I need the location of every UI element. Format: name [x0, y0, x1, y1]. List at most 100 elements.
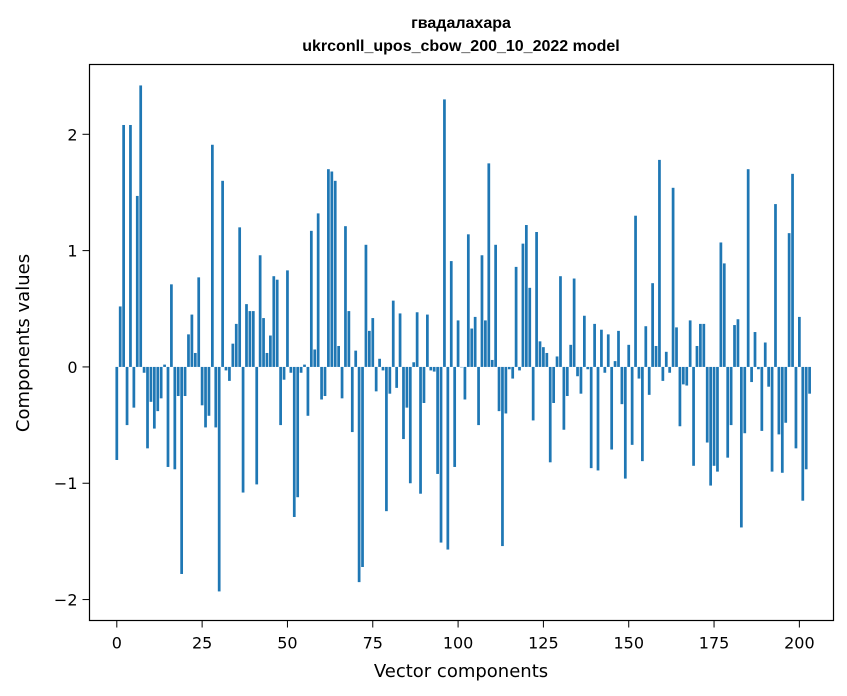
bar-139 [589, 366, 593, 469]
bar-114 [504, 366, 508, 414]
bar-74 [367, 330, 371, 367]
bar-183 [739, 366, 743, 528]
bar-122 [531, 366, 535, 421]
bar-9 [146, 366, 149, 449]
bar-201 [801, 366, 805, 501]
bar-4 [129, 124, 132, 367]
bar-150 [627, 344, 631, 367]
bar-199 [794, 366, 798, 449]
bar-187 [753, 332, 757, 367]
bar-26 [204, 366, 207, 428]
bar-154 [641, 366, 644, 462]
bar-75 [371, 318, 375, 367]
x-tick-label: 50 [277, 634, 297, 653]
bar-69 [350, 366, 354, 433]
bar-169 [692, 366, 695, 466]
bar-197 [787, 233, 791, 367]
bar-44 [265, 352, 269, 367]
bar-55 [303, 364, 306, 367]
bar-178 [722, 263, 726, 367]
bar-167 [685, 366, 689, 386]
bar-16 [170, 284, 173, 367]
chart-subtitle: ukrconll_upos_cbow_200_10_2022 model [302, 38, 619, 55]
x-tick-label: 125 [528, 634, 559, 653]
bar-145 [610, 366, 614, 450]
bar-94 [436, 366, 439, 474]
bar-148 [620, 366, 624, 405]
bar-105 [473, 316, 477, 367]
bar-25 [200, 366, 204, 406]
bar-166 [681, 366, 685, 385]
bar-157 [651, 283, 654, 367]
bar-65 [337, 345, 340, 367]
bar-131 [562, 366, 566, 430]
bar-71 [357, 366, 361, 583]
plot-frame [88, 63, 835, 622]
bar-18 [176, 366, 180, 397]
bar-84 [402, 366, 405, 440]
bar-155 [644, 326, 648, 367]
bar-165 [678, 366, 682, 427]
bar-89 [419, 366, 422, 494]
bar-48 [279, 366, 282, 426]
bar-66 [340, 366, 344, 399]
bar-138 [586, 366, 590, 370]
bar-106 [477, 366, 480, 426]
bar-28 [211, 144, 214, 367]
bar-171 [699, 323, 702, 367]
x-tick-label: 200 [784, 634, 815, 653]
bar-56 [306, 366, 310, 416]
bar-163 [671, 187, 675, 367]
bar-130 [559, 276, 562, 367]
bar-108 [484, 320, 487, 367]
bar-61 [323, 366, 327, 397]
bar-35 [234, 323, 238, 367]
bar-159 [658, 159, 661, 367]
bar-34 [231, 343, 235, 367]
bar-149 [623, 366, 627, 479]
bar-92 [429, 366, 433, 371]
bar-196 [784, 366, 788, 423]
bar-33 [228, 366, 231, 381]
bar-14 [163, 364, 166, 367]
bar-86 [408, 366, 412, 484]
bar-185 [746, 169, 750, 367]
bar-203 [808, 366, 811, 394]
bar-111 [494, 244, 497, 367]
bar-99 [453, 366, 457, 467]
bar-67 [344, 226, 347, 367]
bar-62 [327, 169, 330, 367]
bar-70 [354, 350, 358, 367]
bar-128 [552, 366, 556, 403]
bar-0 [115, 366, 119, 460]
bar-195 [780, 366, 784, 473]
bar-77 [378, 358, 381, 367]
bar-200 [798, 316, 801, 367]
bar-182 [736, 319, 740, 367]
bar-11 [152, 366, 156, 429]
bar-72 [361, 366, 364, 567]
bar-80 [388, 366, 392, 394]
bar-23 [193, 352, 197, 367]
bar-110 [490, 359, 494, 367]
bar-10 [149, 366, 153, 402]
bar-52 [292, 366, 296, 517]
bar-116 [511, 366, 515, 379]
bar-57 [309, 230, 313, 367]
bar-76 [374, 366, 378, 392]
bar-19 [180, 366, 184, 574]
bar-47 [275, 279, 279, 367]
bar-100 [456, 320, 460, 367]
bar-176 [716, 366, 719, 472]
bar-46 [272, 276, 276, 367]
bar-6 [135, 195, 139, 367]
y-tick-label: 1 [67, 242, 77, 261]
bar-109 [487, 163, 491, 367]
x-tick-label: 100 [443, 634, 474, 653]
x-axis-ticks: 0 25 50 75 100 125 150 175 200 [112, 620, 815, 653]
x-tick-label: 175 [699, 634, 730, 653]
bar-129 [555, 356, 559, 367]
y-tick-label: 2 [67, 125, 77, 144]
bar-188 [757, 366, 760, 370]
